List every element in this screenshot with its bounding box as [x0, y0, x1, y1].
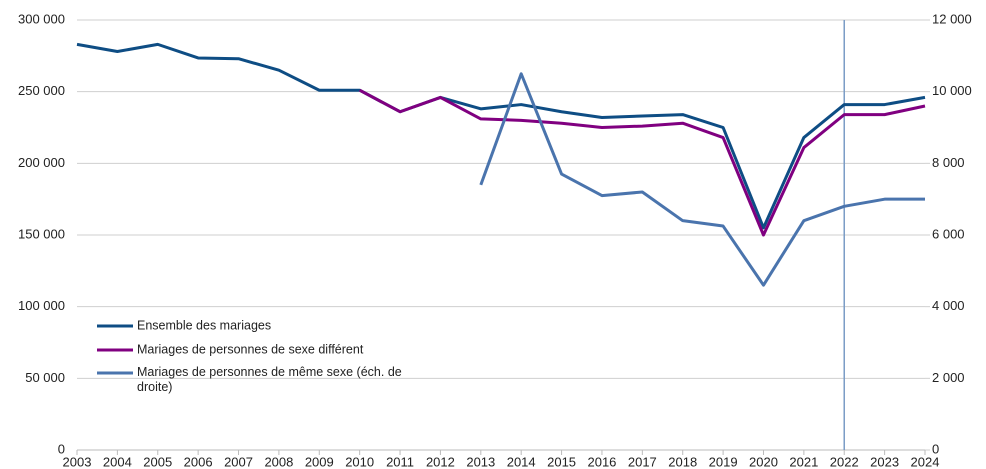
- y-tick-label: 200 000: [18, 155, 65, 170]
- x-tick-label: 2022: [830, 454, 859, 469]
- x-tick-label: 2019: [709, 454, 738, 469]
- legend-label-line: Mariages de personnes de même sexe (éch.…: [137, 365, 402, 379]
- x-tick-label: 2020: [749, 454, 778, 469]
- legend-label: Mariages de personnes de même sexe (éch.…: [137, 365, 402, 394]
- x-tick-label: 2012: [426, 454, 455, 469]
- x-tick-label: 2013: [466, 454, 495, 469]
- y2-tick-label: 2 000: [932, 370, 965, 385]
- x-tick-label: 2016: [587, 454, 616, 469]
- x-tick-label: 2021: [789, 454, 818, 469]
- x-tick-label: 2018: [668, 454, 697, 469]
- legend: Ensemble des mariages Mariages de personn…: [97, 318, 402, 394]
- y2-tick-label: 10 000: [932, 83, 972, 98]
- y-tick-label: 250 000: [18, 83, 65, 98]
- y-tick-label: 150 000: [18, 226, 65, 241]
- x-tick-label: 2010: [345, 454, 374, 469]
- x-tick-label: 2023: [870, 454, 899, 469]
- y2-tick-label: 12 000: [932, 11, 972, 26]
- x-tick-label: 2009: [305, 454, 334, 469]
- y2-tick-label: 8 000: [932, 155, 965, 170]
- x-tick-label: 2014: [507, 454, 536, 469]
- y2-tick-label: 6 000: [932, 226, 965, 241]
- y2-tick-label: 4 000: [932, 298, 965, 313]
- x-tick-label: 2005: [143, 454, 172, 469]
- legend-label: Ensemble des mariages: [137, 318, 271, 332]
- series-line: [479, 72, 925, 287]
- x-tick-label: 2007: [224, 454, 253, 469]
- x-tick-label: 2017: [628, 454, 657, 469]
- y-tick-label: 0: [58, 441, 65, 456]
- x-tick-label: 2011: [386, 454, 414, 469]
- x-tick-label: 2008: [264, 454, 293, 469]
- legend-label: Mariages de personnes de sexe différent: [137, 342, 364, 356]
- x-tick-label: 2004: [103, 454, 132, 469]
- y2-tick-label: 0: [932, 441, 939, 456]
- legend-label-line: droite): [137, 380, 172, 394]
- series-line: [76, 42, 926, 230]
- y-tick-label: 50 000: [25, 370, 65, 385]
- y-tick-label: 100 000: [18, 298, 65, 313]
- x-tick-label: 2015: [547, 454, 576, 469]
- series-line: [358, 88, 926, 237]
- x-tick-label: 2024: [911, 454, 940, 469]
- y-tick-label: 300 000: [18, 11, 65, 26]
- x-tick-label: 2006: [184, 454, 213, 469]
- x-tick-label: 2003: [63, 454, 92, 469]
